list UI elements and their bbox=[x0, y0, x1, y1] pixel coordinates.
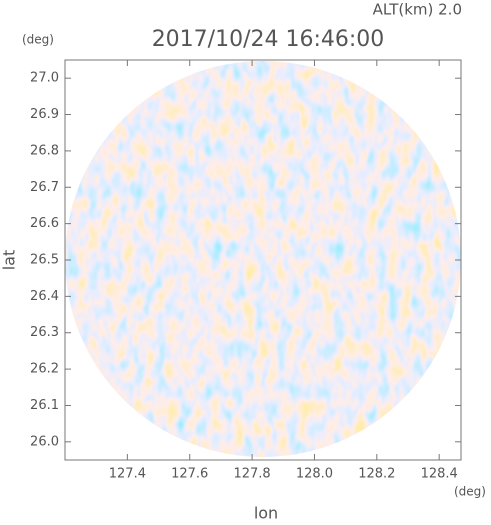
y-tick-label: 26.9 bbox=[30, 107, 59, 122]
y-tick-label: 26.6 bbox=[30, 216, 59, 231]
y-tick-label: 26.3 bbox=[30, 325, 59, 340]
y-tick-label: 26.8 bbox=[30, 143, 59, 158]
x-tick-label: 128.2 bbox=[358, 467, 395, 482]
chart-title: 2017/10/24 16:46:00 bbox=[152, 27, 385, 52]
x-unit: (deg) bbox=[454, 485, 486, 499]
x-tick-label: 128.0 bbox=[296, 467, 333, 482]
x-tick-label: 127.4 bbox=[109, 467, 146, 482]
x-tick-label: 127.6 bbox=[171, 467, 208, 482]
y-tick-label: 26.5 bbox=[30, 253, 59, 268]
radar-field bbox=[65, 61, 461, 457]
x-axis-label: lon bbox=[254, 504, 278, 522]
x-tick-label: 128.4 bbox=[421, 467, 458, 482]
y-tick-label: 26.0 bbox=[30, 434, 59, 449]
y-tick-label: 26.1 bbox=[30, 398, 59, 413]
x-tick-label: 127.8 bbox=[233, 467, 270, 482]
y-tick-label: 26.2 bbox=[30, 362, 59, 377]
y-tick-label: 27.0 bbox=[30, 71, 59, 86]
y-unit: (deg) bbox=[22, 33, 54, 47]
y-tick-label: 26.4 bbox=[30, 289, 59, 304]
y-axis-label: lat bbox=[0, 250, 19, 271]
altitude-label: ALT(km) 2.0 bbox=[373, 1, 462, 19]
y-tick-label: 26.7 bbox=[30, 180, 59, 195]
reflectivity-texture bbox=[65, 61, 461, 457]
